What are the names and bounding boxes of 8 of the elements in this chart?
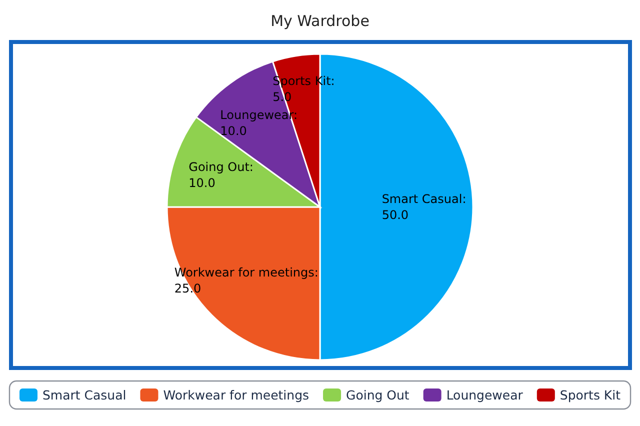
chart-title: My Wardrobe bbox=[270, 12, 370, 30]
data-label: Going Out: 10.0 bbox=[188, 160, 254, 190]
legend-label: Smart Casual bbox=[42, 388, 126, 402]
legend-label: Going Out bbox=[346, 388, 410, 402]
legend-label: Workwear for meetings bbox=[163, 388, 310, 402]
legend-label: Loungewear bbox=[446, 388, 524, 402]
data-label: Smart Casual: 50.0 bbox=[382, 192, 466, 222]
legend-label: Sports Kit bbox=[560, 388, 621, 402]
